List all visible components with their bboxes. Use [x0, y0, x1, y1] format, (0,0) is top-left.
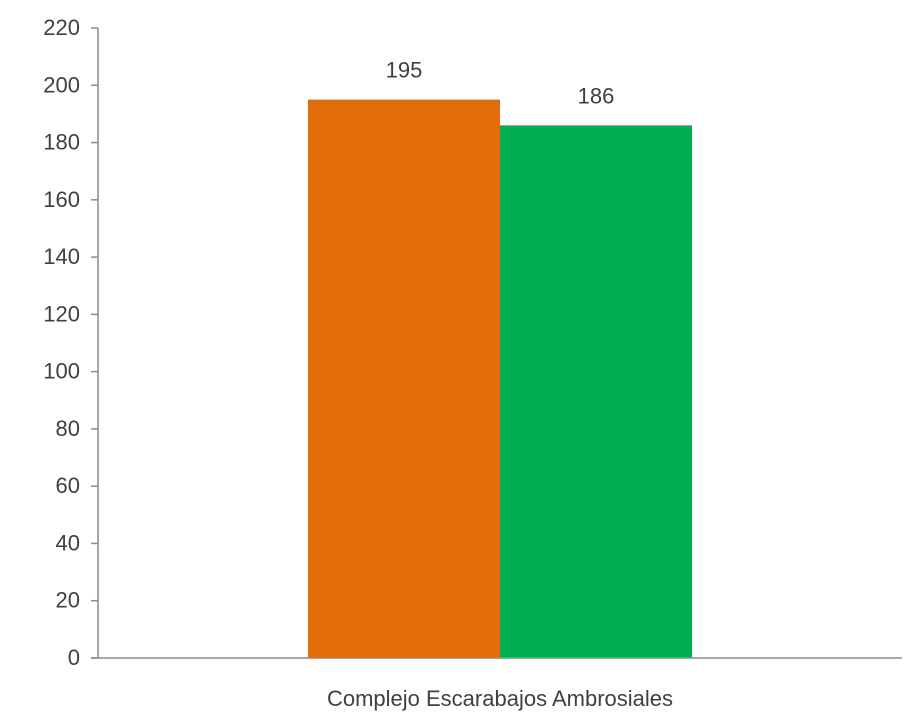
y-tick-label: 140	[43, 244, 80, 269]
y-axis-ticks	[91, 27, 98, 659]
bars	[308, 99, 692, 658]
x-category-label: Complejo Escarabajos Ambrosiales	[327, 686, 673, 711]
y-tick-label: 20	[56, 588, 80, 613]
bar-series-1	[308, 99, 500, 658]
y-tick-label: 160	[43, 187, 80, 212]
y-tick-label: 120	[43, 301, 80, 326]
y-tick-label: 60	[56, 473, 80, 498]
data-label: 186	[578, 83, 615, 108]
y-tick-label: 100	[43, 359, 80, 384]
y-tick-label: 180	[43, 130, 80, 155]
y-tick-label: 40	[56, 530, 80, 555]
y-axis-tick-labels: 0 20 40 60 80 100 120 140 160 180 200 220	[43, 15, 80, 670]
y-tick-label: 0	[68, 645, 80, 670]
y-tick-label: 200	[43, 72, 80, 97]
y-tick-label: 80	[56, 416, 80, 441]
axes	[91, 28, 902, 659]
data-labels: 195 186	[386, 58, 615, 109]
bar-series-2	[500, 125, 692, 658]
y-tick-label: 220	[43, 15, 80, 40]
x-axis-labels: Complejo Escarabajos Ambrosiales	[327, 686, 673, 711]
data-label: 195	[386, 58, 423, 83]
